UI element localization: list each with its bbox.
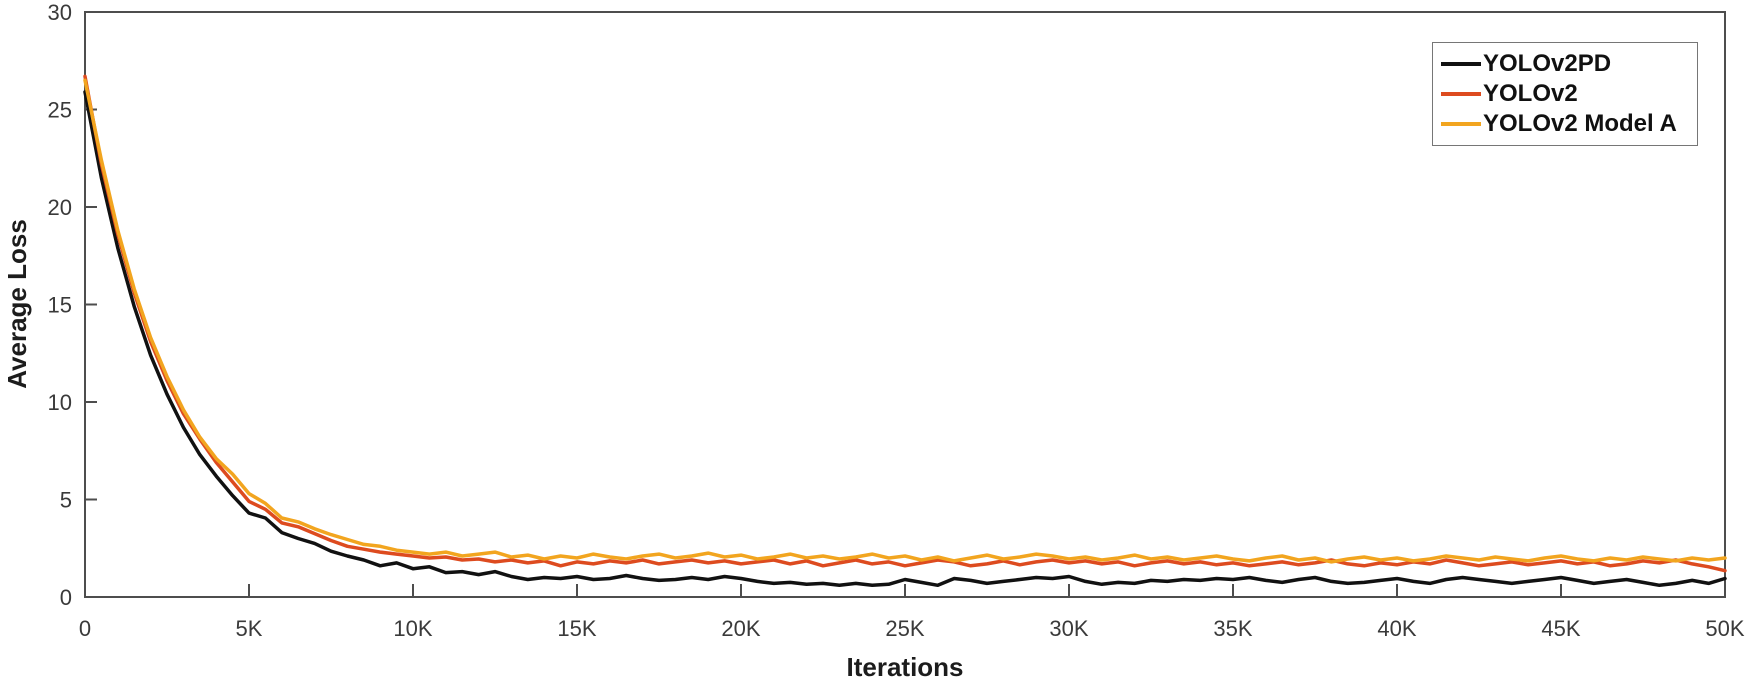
y-tick-label: 25 [48, 98, 72, 123]
y-axis-ticks: 0 5 10 15 20 25 30 [48, 0, 97, 610]
x-axis-ticks: 0 5K 10K 15K 20K 25K 30K 35K 40K 45K 50K [79, 584, 1745, 641]
legend-label: YOLOv2PD [1483, 50, 1612, 77]
x-tick-label: 5K [236, 616, 263, 641]
series-line-yolov2pd [83, 90, 1727, 588]
series-line-yolov2 [83, 74, 1727, 573]
legend-entry-yolov2-model-a: YOLOv2 Model A [1441, 109, 1689, 139]
legend-entry-yolov2pd: YOLOv2PD [1441, 49, 1689, 79]
y-tick-label: 10 [48, 390, 72, 415]
x-tick-label: 35K [1213, 616, 1252, 641]
x-tick-label: 50K [1705, 616, 1744, 641]
x-tick-label: 0 [79, 616, 91, 641]
yolov2-line-swatch [1441, 92, 1481, 96]
legend-label: YOLOv2 Model A [1483, 110, 1677, 137]
y-tick-label: 15 [48, 293, 72, 318]
y-tick-label: 5 [60, 488, 72, 513]
yolov2pd-line-swatch [1441, 62, 1481, 66]
x-axis-label: Iterations [846, 652, 963, 682]
series-lines [83, 74, 1727, 588]
x-tick-label: 45K [1541, 616, 1580, 641]
legend-entry-yolov2: YOLOv2 [1441, 79, 1689, 109]
yolov2-model-a-line-swatch [1441, 122, 1481, 126]
series-line-yolov2-model-a [83, 78, 1727, 564]
x-tick-label: 25K [885, 616, 924, 641]
y-tick-label: 0 [60, 585, 72, 610]
x-tick-label: 40K [1377, 616, 1416, 641]
x-tick-label: 30K [1049, 616, 1088, 641]
x-tick-label: 10K [393, 616, 432, 641]
legend-label: YOLOv2 [1483, 80, 1578, 107]
legend-box: YOLOv2PD YOLOv2 YOLOv2 Model A [1432, 42, 1698, 146]
x-tick-label: 15K [557, 616, 596, 641]
y-tick-label: 20 [48, 195, 72, 220]
y-tick-label: 30 [48, 0, 72, 25]
y-axis-label: Average Loss [2, 219, 32, 389]
x-tick-label: 20K [721, 616, 760, 641]
